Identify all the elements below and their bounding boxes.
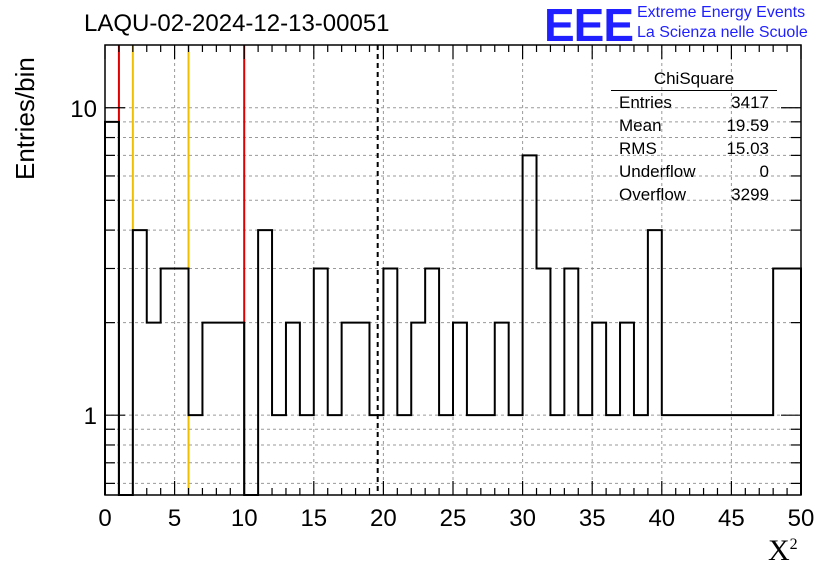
stats-value: 3417 [731, 93, 769, 112]
x-tick-label: 25 [440, 505, 467, 532]
x-tick-label: 35 [579, 505, 606, 532]
x-tick-label: 45 [718, 505, 745, 532]
stats-box: ChiSquare Entries 3417 Mean 19.59 RMS 15… [611, 68, 777, 206]
stats-value: 0 [759, 162, 769, 181]
y-axis-label: Entries/bin [10, 57, 40, 180]
stats-label: Entries [619, 93, 672, 112]
stats-value: 15.03 [726, 139, 769, 158]
histogram-outline [104, 120, 802, 496]
x-tick-label: 40 [648, 505, 675, 532]
stats-label: RMS [619, 139, 657, 158]
y-tick-label: 10 [70, 96, 97, 123]
stats-label: Underflow [619, 162, 696, 181]
stats-value: 3299 [731, 185, 769, 204]
y-tick-label: 1 [84, 403, 97, 430]
stats-row-overflow: Overflow 3299 [611, 183, 777, 206]
stats-label: Mean [619, 116, 662, 135]
tick-labels: 0 5 10 15 20 25 30 35 40 45 50 1 10 [70, 96, 814, 532]
x-tick-label: 0 [98, 505, 111, 532]
x-tick-label: 30 [509, 505, 536, 532]
x-tick-label: 20 [370, 505, 397, 532]
marker-lines [117, 45, 379, 495]
stats-row-mean: Mean 19.59 [611, 114, 777, 137]
eee-logo: EEE [544, 0, 634, 51]
x-tick-label: 5 [168, 505, 181, 532]
x-tick-label: 10 [231, 505, 258, 532]
x-tick-label: 50 [788, 505, 815, 532]
x-tick-label: 15 [300, 505, 327, 532]
stats-value: 19.59 [726, 116, 769, 135]
logo-line-1: Extreme Energy Events [637, 4, 806, 21]
stats-label: Overflow [619, 185, 687, 204]
stats-row-underflow: Underflow 0 [611, 160, 777, 183]
chart-title: LAQU-02-2024-12-13-00051 [84, 10, 390, 37]
logo-line-2: La Scienza nelle Scuole [637, 24, 808, 41]
stats-row-rms: RMS 15.03 [611, 137, 777, 160]
stats-row-entries: Entries 3417 [611, 91, 777, 114]
axes [104, 44, 802, 496]
x-axis-label: X2 [768, 534, 798, 567]
stats-title: ChiSquare [611, 68, 777, 91]
